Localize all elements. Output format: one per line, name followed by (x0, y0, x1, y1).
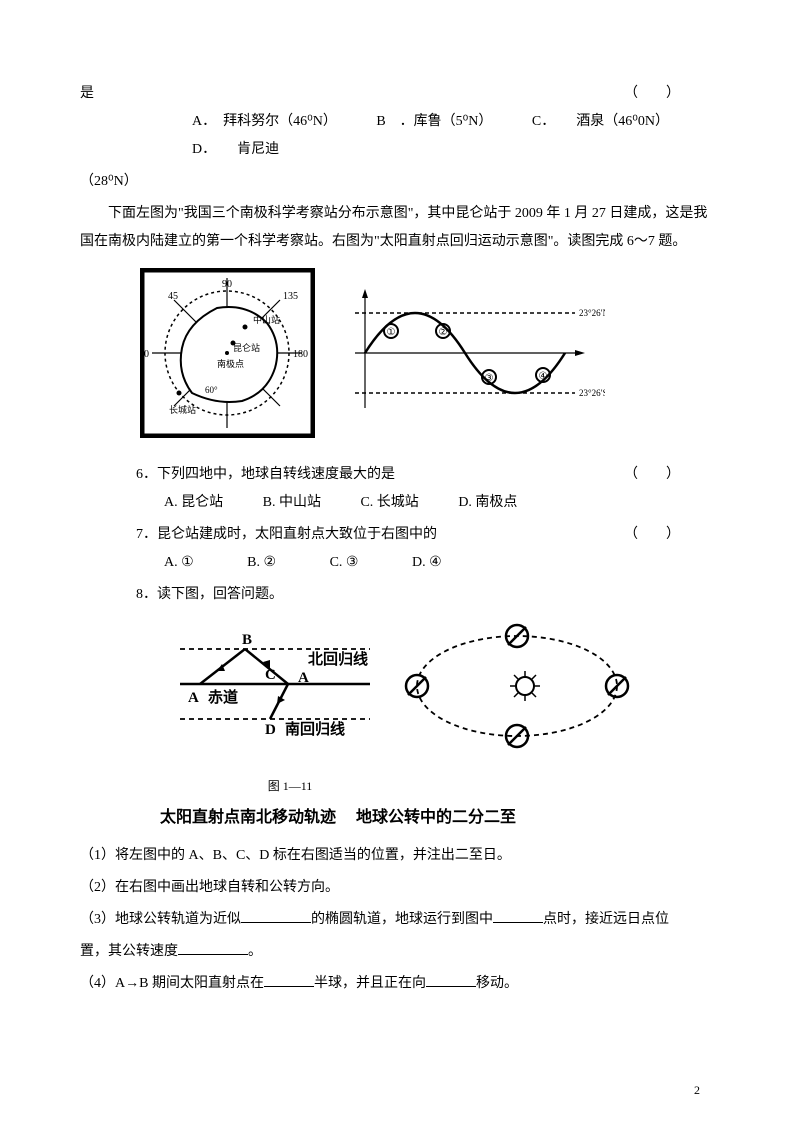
tropic-n-label: 23°26′N (579, 308, 605, 318)
blank-2 (493, 909, 543, 923)
q6-options: A. 昆仑站 B. 中山站 C. 长城站 D. 南极点 (80, 489, 720, 517)
point-1: ① (387, 327, 396, 338)
q7-c: C. ③ (330, 549, 359, 577)
q7-paren: （ ） (624, 521, 680, 549)
q7-options: A. ① B. ② C. ③ D. ④ (80, 549, 720, 577)
lon-0: 0 (144, 349, 149, 360)
lon-45: 45 (168, 291, 178, 302)
intro-text: 下面左图为"我国三个南极科学考察站分布示意图"，其中昆仑站于 2009 年 1 … (80, 200, 720, 256)
q6-a: A. 昆仑站 (164, 489, 223, 517)
label-b: B (242, 632, 252, 648)
label-a-left: A (188, 690, 199, 706)
caption-row: 太阳直射点南北移动轨迹 地球公转中的二分二至 (160, 802, 720, 834)
lon-90: 90 (222, 279, 232, 290)
q6-b: B. 中山站 (263, 489, 321, 517)
q8-p4b: 半球，并且正在向 (314, 976, 426, 991)
antarctic-map-figure: 0 45 90 135 180 中山站 昆仑站 南极点 长城站 60° (140, 268, 315, 449)
label-a-right: A (298, 670, 309, 686)
page-number: 2 (694, 1078, 700, 1102)
q7-stem-row: 7．昆仑站建成时，太阳直射点大致位于右图中的 （ ） (80, 521, 720, 549)
q5-option-c: C． 酒泉（46⁰0N） (532, 108, 669, 136)
q6-d: D. 南极点 (458, 489, 517, 517)
q5-option-a: A． 拜科努尔（46⁰N） (192, 108, 337, 136)
q6-paren: （ ） (624, 461, 680, 489)
kunlun-label: 昆仑站 (233, 342, 260, 353)
blank-1 (241, 909, 311, 923)
q8-p3-line1: （3）地球公转轨道为近似 的椭圆轨道，地球运行到图中 点时，接近远日点位 (80, 906, 720, 934)
q7-d: D. ④ (412, 549, 442, 577)
small-caption: 图 1—11 (200, 774, 380, 798)
lon-180: 180 (293, 349, 308, 360)
solar-declination-figure: ① ② ③ ④ 23°26′N 23°26′S (345, 283, 605, 434)
q8-p3-l2a: 置，其公转速度 (80, 944, 178, 959)
figure-row-1: 0 45 90 135 180 中山站 昆仑站 南极点 长城站 60° ① (140, 268, 720, 449)
blank-4 (264, 973, 314, 987)
q8-p1: （1）将左图中的 A、B、C、D 标在右图适当的位置，并注出二至日。 (80, 842, 720, 870)
point-2: ② (439, 327, 448, 338)
prev-left: 是 (80, 80, 94, 108)
q8-p3b: 的椭圆轨道，地球运行到图中 (311, 912, 493, 927)
q5-options-row: A． 拜科努尔（46⁰N） B ．库鲁（5⁰N） C． 酒泉（46⁰0N） D．… (80, 108, 720, 164)
q5-option-b: B ．库鲁（5⁰N） (376, 108, 492, 136)
q8-p4: （4）A→B 期间太阳直射点在 半球，并且正在向 移动。 (80, 970, 720, 998)
lon-135: 135 (283, 291, 298, 302)
q7-b: B. ② (247, 549, 276, 577)
q8-p4c: 移动。 (476, 976, 518, 991)
q5-option-d: D． 肯尼迪 (192, 136, 279, 164)
label-d: D (265, 722, 276, 738)
q7-a: A. ① (164, 549, 194, 577)
q8-p3a: （3）地球公转轨道为近似 (80, 912, 241, 927)
circle60-label: 60° (205, 385, 218, 395)
q8-p3-line2: 置，其公转速度 。 (80, 938, 720, 966)
caption-left: 太阳直射点南北移动轨迹 (160, 802, 336, 834)
paren-blank: （ ） (624, 80, 680, 108)
prev-question-tail: 是 （ ） (80, 80, 720, 108)
south-tropic-text: 南回归线 (285, 720, 345, 738)
point-3: ③ (485, 373, 494, 384)
equator-text: 赤道 (208, 688, 238, 706)
tropic-s-label: 23°26′S (579, 388, 605, 398)
q6-stem: 6．下列四地中，地球自转线速度最大的是 (136, 461, 395, 489)
blank-3 (178, 941, 248, 955)
q8-p4a: （4）A→B 期间太阳直射点在 (80, 976, 264, 991)
southpole-label: 南极点 (217, 358, 244, 369)
label-c: C (265, 667, 276, 683)
earth-orbit-figure (400, 621, 635, 762)
q8-stem: 8．读下图，回答问题。 (80, 581, 720, 609)
q6-c: C. 长城站 (360, 489, 418, 517)
north-tropic-text: 北回归线 (308, 650, 368, 668)
q5-option-d-cont: （28⁰N） (80, 168, 720, 196)
figure-row-2: B C A A D 北回归线 赤道 南回归线 (170, 621, 720, 762)
q6-stem-row: 6．下列四地中，地球自转线速度最大的是 （ ） (80, 461, 720, 489)
q8-p2: （2）在右图中画出地球自转和公转方向。 (80, 874, 720, 902)
changcheng-label: 长城站 (169, 404, 196, 415)
declination-track-figure: B C A A D 北回归线 赤道 南回归线 (170, 624, 380, 760)
zhongshan-label: 中山站 (253, 314, 280, 325)
point-4: ④ (539, 371, 548, 382)
blank-5 (426, 973, 476, 987)
q8-p3-l2b: 。 (248, 944, 262, 959)
q7-stem: 7．昆仑站建成时，太阳直射点大致位于右图中的 (136, 521, 437, 549)
q8-p3c: 点时，接近远日点位 (543, 912, 669, 927)
caption-right: 地球公转中的二分二至 (356, 802, 516, 834)
